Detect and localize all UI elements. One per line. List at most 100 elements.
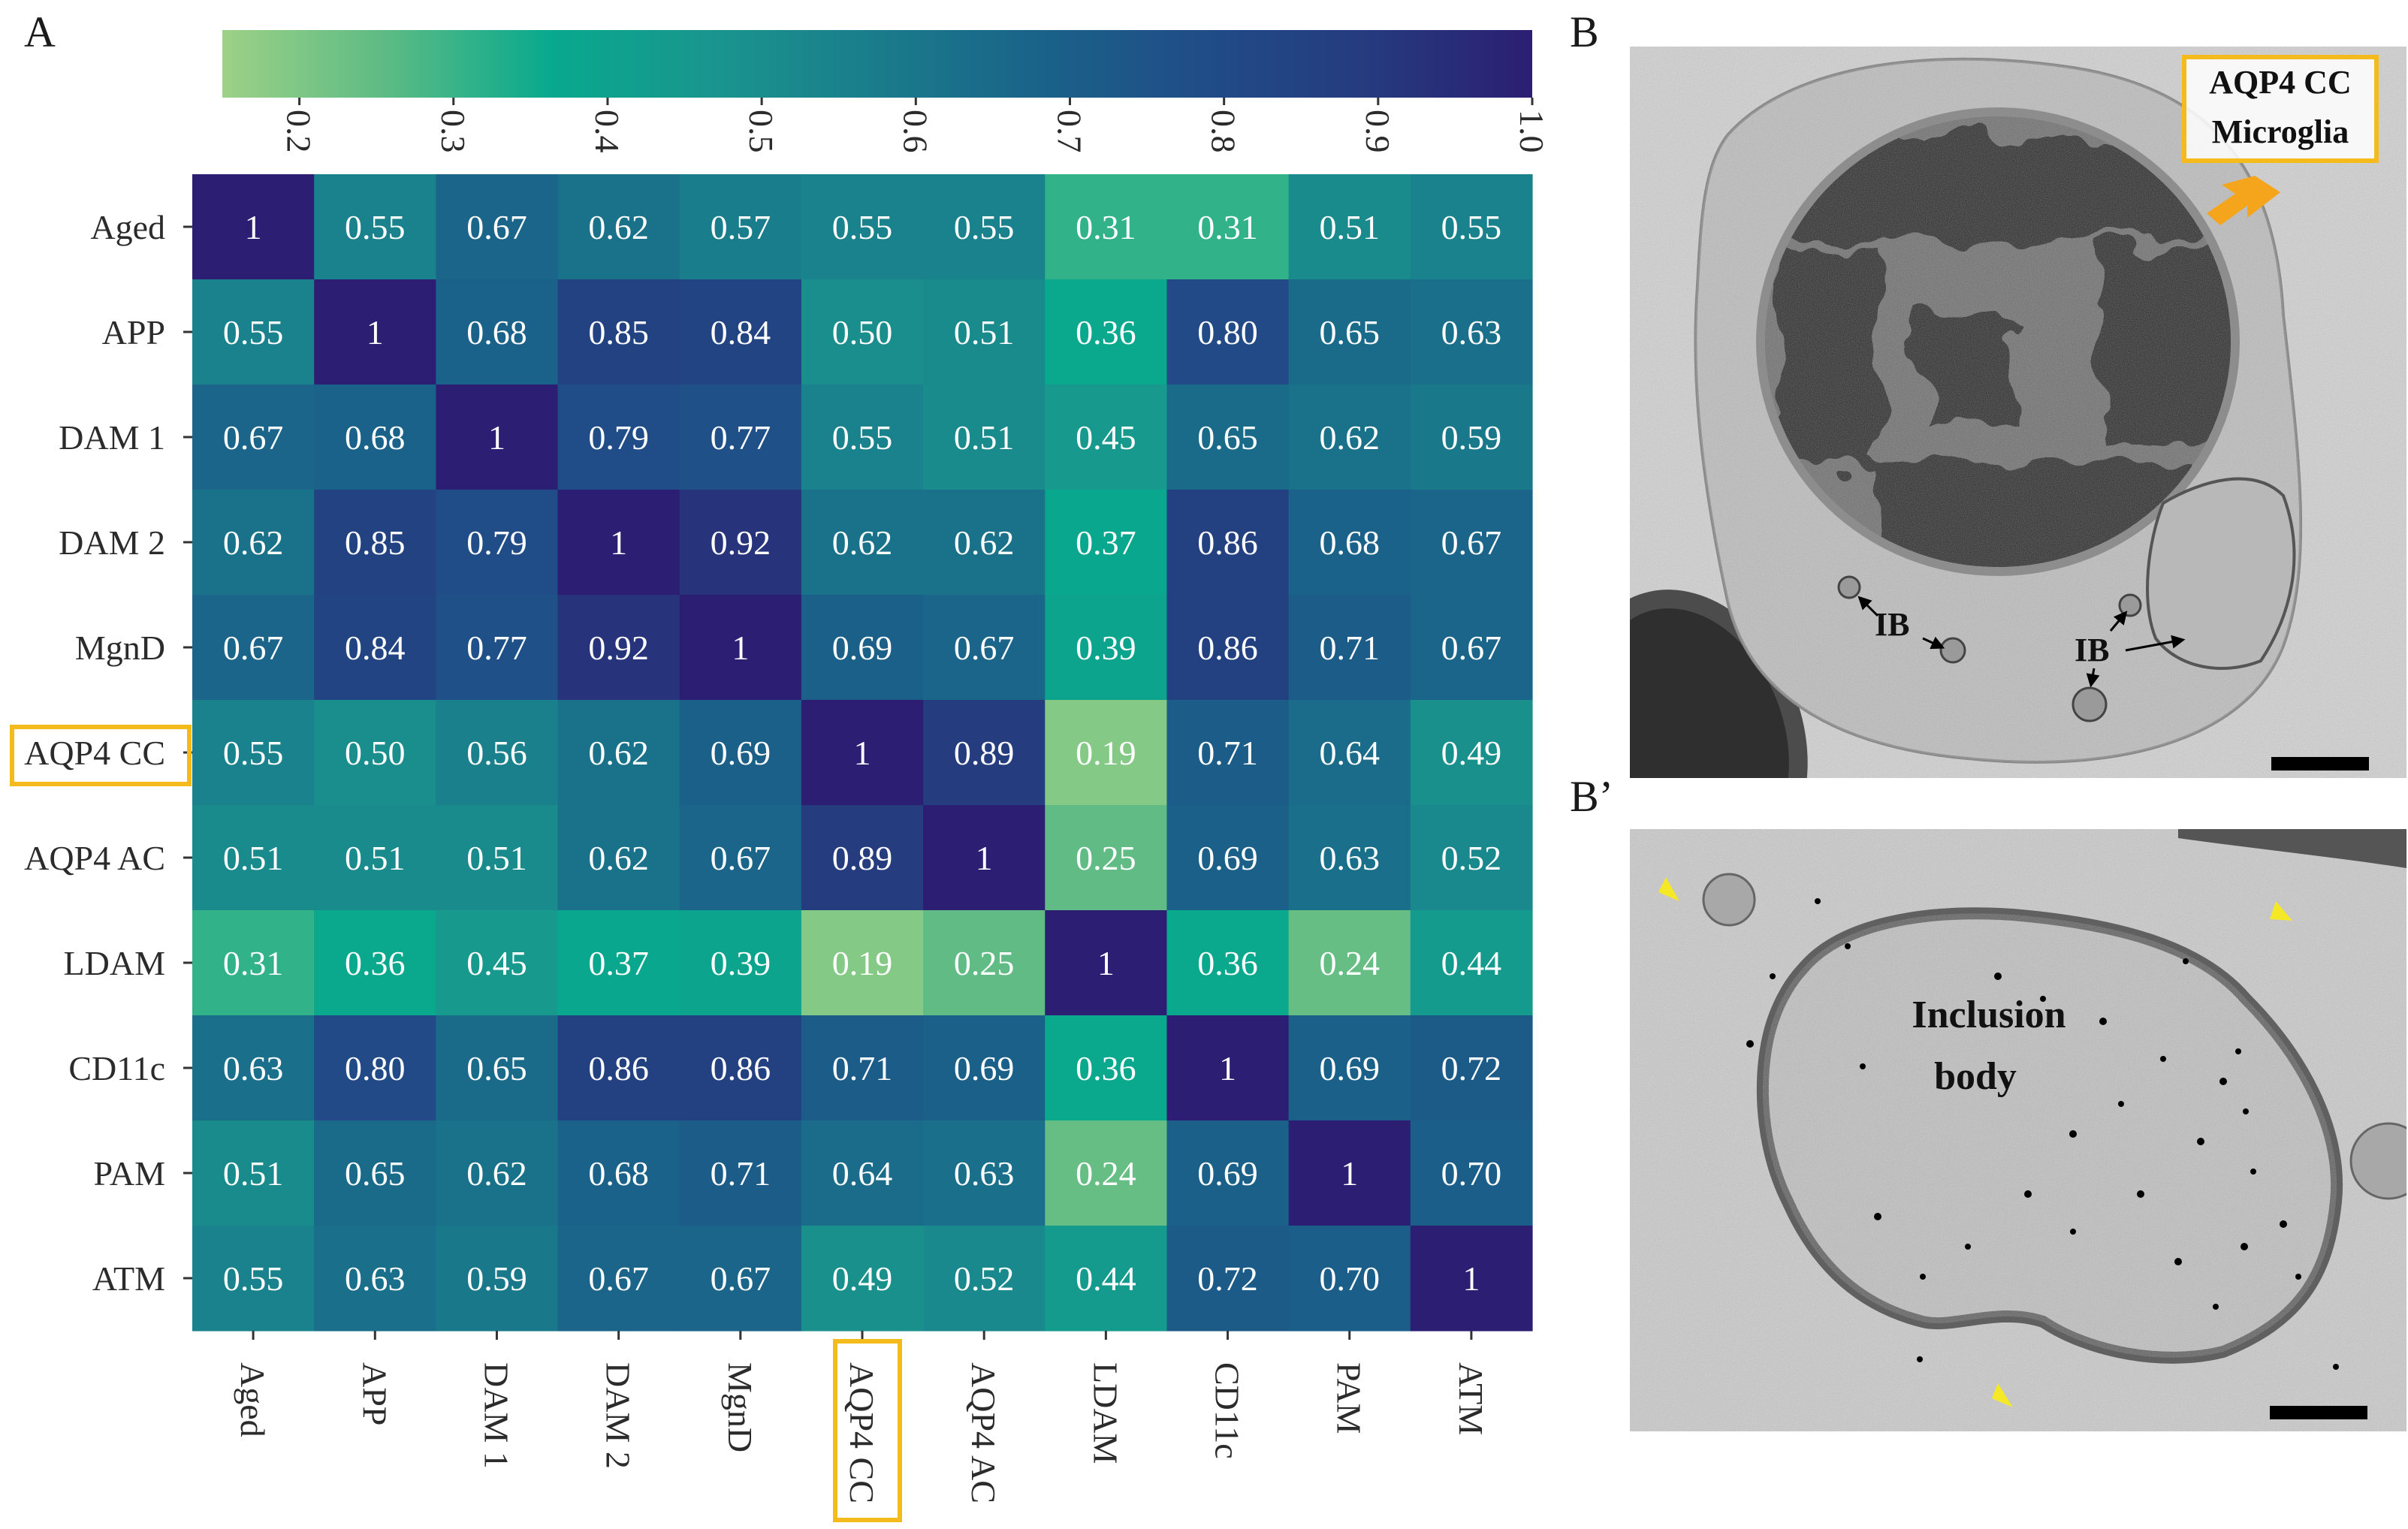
heatmap-cell [314, 174, 436, 280]
heatmap-cell [1410, 1226, 1533, 1331]
colorbar-tick-label: 0.6 [896, 110, 934, 153]
row-label: DAM 1 [59, 418, 165, 457]
heatmap-cell [679, 490, 802, 596]
heatmap-cell [314, 805, 436, 911]
heatmap-cell [557, 1015, 680, 1121]
scale-bar-b [2271, 757, 2369, 771]
heatmap-cell-label: 0.67 [223, 418, 284, 457]
heatmap-cell-label: 0.79 [588, 418, 649, 457]
heatmap-cell-label: 0.52 [954, 1259, 1015, 1298]
heatmap-cell-label: 0.55 [832, 208, 893, 246]
heatmap-cell [1410, 805, 1533, 911]
heatmap-cell [1410, 279, 1533, 385]
heatmap-cell [801, 490, 924, 596]
column-label: AQP4 CC [843, 1362, 881, 1503]
heatmap-cell [923, 1120, 1046, 1226]
column-label: MgnD [721, 1362, 759, 1452]
heatmap-cell-label: 0.36 [345, 944, 406, 982]
heatmap-cell-label: 0.63 [345, 1259, 406, 1298]
heatmap-cell-label: 0.56 [466, 734, 527, 772]
column-label: CD11c [1209, 1362, 1247, 1459]
heatmap-cell-label: 0.86 [1197, 629, 1258, 667]
heatmap-cell [436, 490, 559, 596]
arrowhead-marker-2 [2270, 901, 2292, 921]
heatmap-cell-label: 0.36 [1197, 944, 1258, 982]
heatmap-cell-label: 0.68 [1319, 523, 1380, 562]
heatmap-cell [923, 490, 1046, 596]
heatmap-cell [923, 1015, 1046, 1121]
colorbar-scale [222, 30, 1532, 98]
heatmap-cell [1410, 490, 1533, 596]
heatmap-cell-label: 0.67 [223, 629, 284, 667]
colorbar-tick-label: 0.8 [1205, 110, 1243, 153]
heatmap-cell-label: 0.89 [954, 734, 1015, 772]
heatmap-cell [1410, 700, 1533, 806]
heatmap-cell-label: 0.65 [1319, 313, 1380, 351]
heatmap-cell-label: 0.65 [1197, 418, 1258, 457]
heatmap-cell-label: 0.36 [1076, 1049, 1136, 1087]
heatmap-cell [314, 910, 436, 1016]
heatmap-cell-label: 1 [1462, 1259, 1480, 1298]
heatmap-cell [436, 1015, 559, 1121]
heatmap-cell-label: 1 [367, 313, 384, 351]
heatmap-cell [314, 1120, 436, 1226]
heatmap-cell-label: 0.62 [832, 523, 893, 562]
callout-arrow [2207, 176, 2280, 225]
heatmap-cell-label: 0.39 [1076, 629, 1136, 667]
heatmap-cell [557, 1226, 680, 1331]
heatmap-cell-label: 0.67 [466, 208, 527, 246]
heatmap-cell [801, 279, 924, 385]
heatmap-cell-label: 0.80 [345, 1049, 406, 1087]
heatmap-cell-label: 0.67 [711, 1259, 771, 1298]
colorbar: 0.2 0.3 0.4 0.5 0.6 0.7 0.8 0.9 1.0 [222, 30, 1551, 153]
heatmap-cell-label: 0.36 [1076, 313, 1136, 351]
heatmap-cell [801, 595, 924, 701]
heatmap-cell-label: 0.70 [1319, 1259, 1380, 1298]
heatmap-cell-label: 0.51 [1319, 208, 1380, 246]
row-label: Aged [90, 208, 165, 246]
heatmap-cell [923, 1226, 1046, 1331]
colorbar-ticks: 0.2 0.3 0.4 0.5 0.6 0.7 0.8 0.9 1.0 [280, 98, 1551, 153]
heatmap-cell [1166, 1015, 1290, 1121]
heatmap-cell [1288, 1015, 1411, 1121]
heatmap-cell-label: 0.62 [588, 839, 649, 877]
heatmap-cell-label: 0.86 [1197, 523, 1258, 562]
heatmap-cell [801, 700, 924, 806]
heatmap-cell-label: 0.84 [345, 629, 406, 667]
heatmap-cell-label: 0.19 [1076, 734, 1136, 772]
heatmap-cell-label: 0.79 [466, 523, 527, 562]
inclusion-body-region [2146, 477, 2296, 670]
row-label: LDAM [64, 944, 165, 982]
heatmap-cell-label: 0.51 [223, 839, 284, 877]
heatmap-cell [314, 1226, 436, 1331]
micrograph-b: IB IB [1630, 47, 2406, 778]
heatmap-cell-label: 0.77 [466, 629, 527, 667]
heatmap-cell-label: 0.92 [711, 523, 771, 562]
heatmap-cell-label: 0.92 [588, 629, 649, 667]
row-label: MgnD [75, 629, 165, 667]
colorbar-tick-label: 0.2 [280, 110, 318, 153]
heatmap-cell-label: 0.37 [588, 944, 649, 982]
heatmap-cell [314, 700, 436, 806]
heatmap-cell-label: 1 [1219, 1049, 1236, 1087]
heatmap-cell-label: 0.51 [345, 839, 406, 877]
heatmap-cell-label: 0.24 [1319, 944, 1380, 982]
colorbar-tick-label: 0.3 [434, 110, 472, 153]
heatmap-cell-label: 0.67 [711, 839, 771, 877]
heatmap-cell [1166, 595, 1290, 701]
heatmap-cell [314, 385, 436, 490]
heatmap-cell [1045, 174, 1168, 280]
arrowhead-marker-1 [1658, 877, 1679, 901]
column-label: PAM [1330, 1362, 1368, 1434]
heatmap-cell [192, 1120, 315, 1226]
heatmap-cell [192, 174, 315, 280]
heatmap-cell [1410, 910, 1533, 1016]
heatmap-cell [557, 490, 680, 596]
heatmap-cell-label: 1 [610, 523, 627, 562]
heatmap-cell-label: 0.84 [711, 313, 771, 351]
heatmap-cell-label: 0.49 [832, 1259, 893, 1298]
heatmap-cell [679, 1226, 802, 1331]
heatmap-cell [1045, 279, 1168, 385]
heatmap-cell-label: 0.51 [954, 418, 1015, 457]
heatmap-cell [1288, 490, 1411, 596]
